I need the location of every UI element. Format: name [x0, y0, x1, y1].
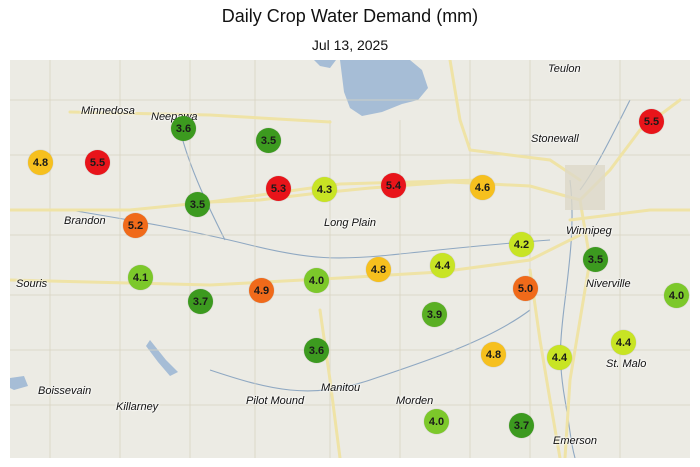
- station-marker[interactable]: 3.7: [509, 413, 534, 438]
- lake-manitoba-tip: [314, 60, 336, 68]
- station-marker[interactable]: 4.8: [28, 150, 53, 175]
- place-killarney: Killarney: [116, 401, 159, 413]
- small-lake-sw: [10, 376, 28, 390]
- place-niverville: Niverville: [586, 278, 631, 290]
- station-marker[interactable]: 3.6: [304, 338, 329, 363]
- station-marker[interactable]: 4.4: [430, 253, 455, 278]
- station-marker[interactable]: 4.0: [664, 283, 689, 308]
- basemap: [10, 60, 690, 458]
- place-emerson: Emerson: [553, 435, 598, 447]
- place-brandon: Brandon: [64, 215, 106, 227]
- place-long-plain: Long Plain: [324, 217, 376, 229]
- station-marker[interactable]: 4.0: [304, 268, 329, 293]
- place-boissevain: Boissevain: [38, 385, 92, 397]
- station-marker[interactable]: 5.5: [85, 150, 110, 175]
- station-marker[interactable]: 4.8: [366, 257, 391, 282]
- station-marker[interactable]: 3.9: [422, 302, 447, 327]
- land-background: [10, 60, 690, 458]
- place-pilot-mound: Pilot Mound: [246, 395, 305, 407]
- place-winnipeg: Winnipeg: [566, 225, 612, 237]
- place-minnedosa: Minnedosa: [81, 105, 135, 117]
- place-st-malo: St. Malo: [606, 358, 647, 370]
- station-marker[interactable]: 4.4: [611, 330, 636, 355]
- lake-manitoba: [340, 60, 428, 116]
- station-marker[interactable]: 5.0: [513, 276, 538, 301]
- place-stonewall: Stonewall: [531, 133, 579, 145]
- station-marker[interactable]: 4.4: [547, 345, 572, 370]
- place-manitou: Manitou: [321, 382, 361, 394]
- station-marker[interactable]: 4.3: [312, 177, 337, 202]
- pelican-lake: [146, 340, 178, 376]
- map-area[interactable]: Teulon Minnedosa Neepawa Stonewall Winni…: [10, 60, 690, 458]
- station-marker[interactable]: 4.8: [481, 342, 506, 367]
- station-marker[interactable]: 5.4: [381, 173, 406, 198]
- place-teulon: Teulon: [548, 63, 581, 75]
- station-marker[interactable]: 4.1: [128, 265, 153, 290]
- place-morden: Morden: [396, 395, 434, 407]
- map-title: Daily Crop Water Demand (mm): [221, 6, 479, 26]
- station-marker[interactable]: 5.2: [123, 213, 148, 238]
- station-marker[interactable]: 4.9: [249, 278, 274, 303]
- station-marker[interactable]: 3.5: [583, 247, 608, 272]
- station-marker[interactable]: 3.6: [171, 116, 196, 141]
- place-souris: Souris: [16, 278, 48, 290]
- station-marker[interactable]: 3.5: [185, 192, 210, 217]
- station-marker[interactable]: 4.6: [470, 175, 495, 200]
- station-marker[interactable]: 5.5: [639, 109, 664, 134]
- station-marker[interactable]: 3.7: [188, 289, 213, 314]
- station-marker[interactable]: 4.0: [424, 409, 449, 434]
- station-marker[interactable]: 4.2: [509, 232, 534, 257]
- station-marker[interactable]: 3.5: [256, 128, 281, 153]
- station-marker[interactable]: 5.3: [266, 176, 291, 201]
- winnipeg-urban-area: [565, 165, 605, 210]
- map-date: Jul 13, 2025: [311, 37, 389, 53]
